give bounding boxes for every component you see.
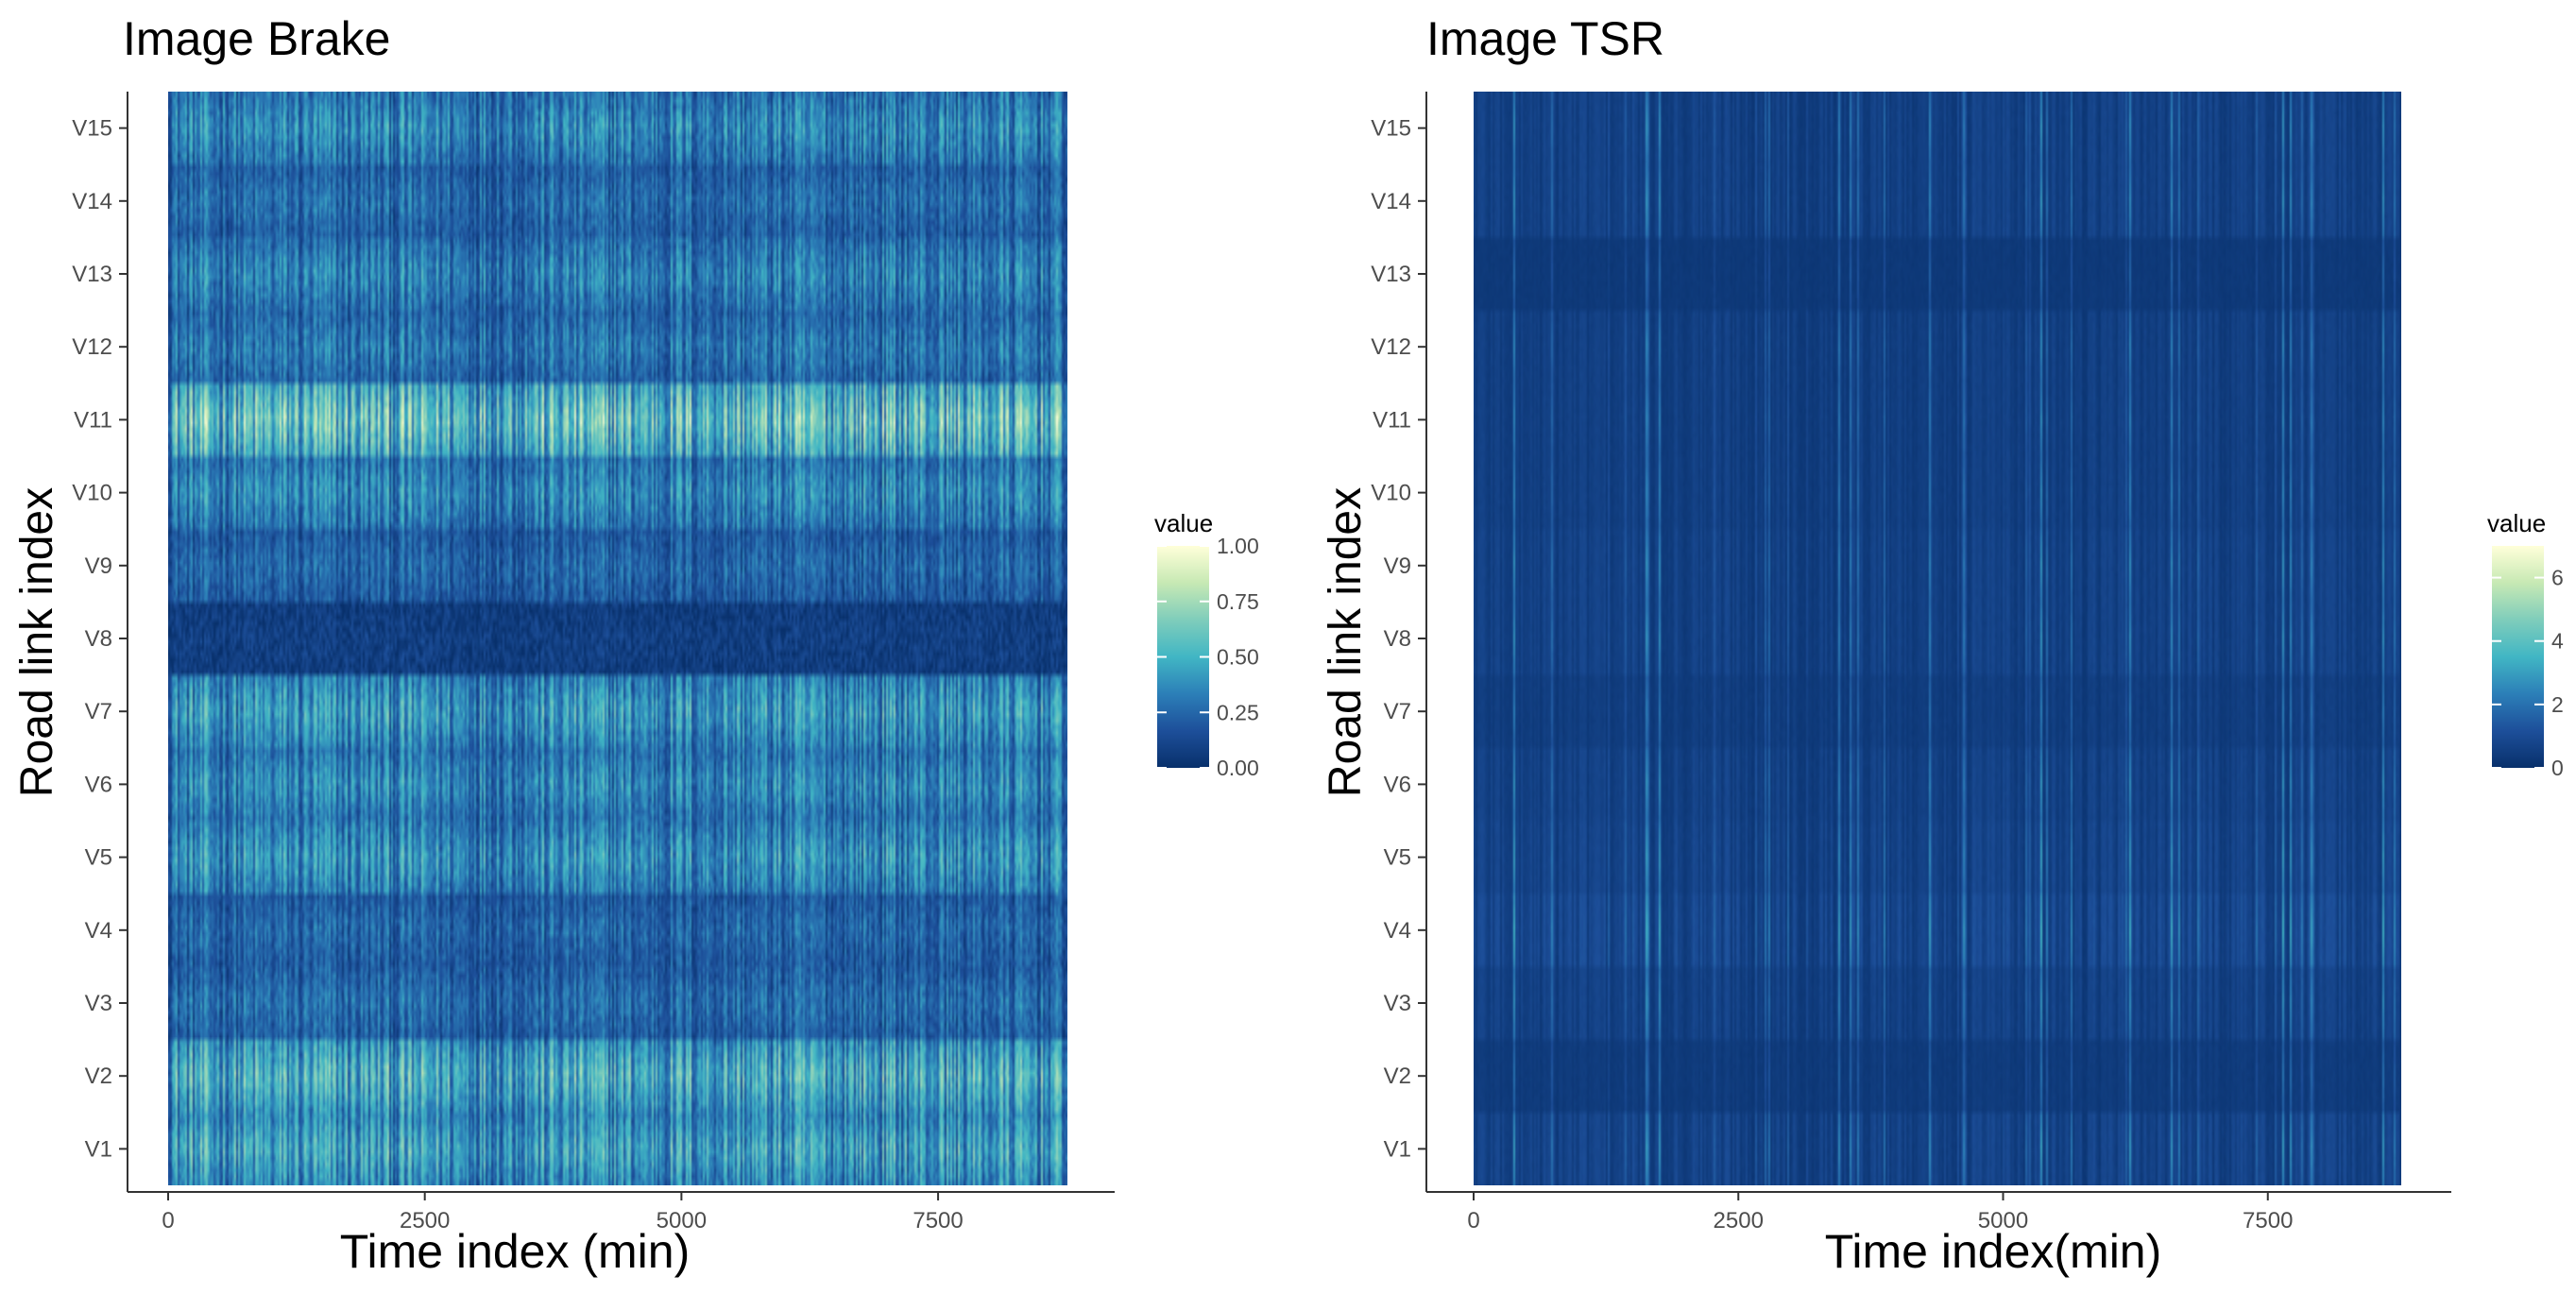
brake-y-tick-label: V10 <box>72 481 112 506</box>
tsr-y-ticks: V1 V2 V3 V4 V5 V6 V7 V8 V9 V10 V11 V12 V13 V14 V15 <box>1371 116 1426 1162</box>
tsr-x-tick-label: 5000 <box>1978 1208 2028 1233</box>
tsr-y-tick-label: V12 <box>1371 334 1411 360</box>
brake-y-tick-label: V2 <box>85 1063 112 1089</box>
brake-y-tick-label: V13 <box>72 262 112 287</box>
tsr-x-ticks: 0 2500 5000 7500 <box>1467 1192 2293 1233</box>
brake-panel: Image Brake V1V2V3V4V5V6V7V8V9V10V11V12V… <box>12 12 1259 1278</box>
brake-legend-tick-label: 1.00 <box>1217 534 1259 558</box>
tsr-y-tick-label: V15 <box>1371 116 1411 142</box>
brake-y-ticks: V1 V2 V3 V4 V5 V6 V7 V8 V9 V10 V11 V12 V13 V14 V15 <box>72 116 128 1162</box>
brake-y-tick-label: V15 <box>72 116 112 142</box>
tsr-legend-title: value <box>2487 509 2546 537</box>
tsr-y-tick-label: V3 <box>1384 991 1411 1016</box>
tsr-legend-colorbar <box>2492 546 2544 768</box>
brake-y-tick-label: V1 <box>85 1136 112 1162</box>
brake-legend-title: value <box>1154 509 1213 537</box>
tsr-y-tick-label: V11 <box>1373 407 1411 433</box>
tsr-legend-tick-label: 2 <box>2551 692 2564 717</box>
brake-x-ticks: 0 2500 5000 7500 <box>162 1192 964 1233</box>
tsr-chart-title: Image TSR <box>1426 12 1664 65</box>
brake-y-tick-label: V4 <box>85 918 112 944</box>
tsr-legend-ticks: 0 2 4 6 <box>2492 566 2564 780</box>
brake-y-tick-label: V7 <box>85 699 112 724</box>
tsr-legend-tick-label: 0 <box>2551 756 2564 780</box>
brake-y-tick-label: V6 <box>85 772 112 797</box>
tsr-y-tick-label: V14 <box>1371 189 1411 214</box>
tsr-x-tick-label: 7500 <box>2243 1208 2293 1233</box>
tsr-y-tick-label: V6 <box>1384 772 1411 797</box>
brake-y-tick-label: V9 <box>85 553 112 579</box>
brake-heatmap <box>168 92 1067 1185</box>
brake-x-axis-title: Time index (min) <box>340 1225 690 1278</box>
tsr-legend-tick-label: 4 <box>2551 629 2564 654</box>
tsr-x-tick-label: 0 <box>1467 1208 1479 1233</box>
brake-y-tick-label: V5 <box>85 845 112 871</box>
tsr-y-tick-label: V8 <box>1384 626 1411 652</box>
brake-x-tick-label: 5000 <box>657 1208 707 1233</box>
brake-y-tick-label: V11 <box>74 407 112 433</box>
brake-heatmap-image <box>168 92 1067 1185</box>
brake-x-tick-label: 0 <box>162 1208 174 1233</box>
brake-chart-title: Image Brake <box>123 12 390 65</box>
brake-legend-tick-label: 0.25 <box>1217 700 1259 724</box>
brake-legend-tick-label: 0.75 <box>1217 589 1259 614</box>
brake-y-tick-label: V12 <box>72 334 112 360</box>
tsr-y-tick-label: V1 <box>1384 1136 1411 1162</box>
brake-y-tick-label: V14 <box>72 189 112 214</box>
tsr-legend: value 0 2 4 6 <box>2487 509 2564 780</box>
brake-y-axis-title: Road link index <box>12 487 62 797</box>
tsr-y-tick-label: V9 <box>1384 553 1411 579</box>
tsr-y-tick-label: V5 <box>1384 845 1411 871</box>
tsr-y-tick-label: V10 <box>1371 481 1411 506</box>
brake-x-tick-label: 7500 <box>913 1208 963 1233</box>
tsr-y-axis-title: Road link index <box>1321 487 1371 797</box>
brake-y-tick-label: V8 <box>85 626 112 652</box>
brake-legend-ticks: 0.00 0.25 0.50 0.75 1.00 <box>1157 534 1259 780</box>
brake-x-tick-label: 2500 <box>400 1208 450 1233</box>
tsr-heatmap <box>1474 92 2401 1185</box>
tsr-heatmap-image <box>1474 92 2401 1185</box>
tsr-x-tick-label: 2500 <box>1714 1208 1764 1233</box>
tsr-y-tick-label: V7 <box>1384 699 1411 724</box>
tsr-panel: Image TSR V1 V2 V3 V4 V5 V6 V7 V8 V9 V10 V11 V12 V13… <box>1321 12 2564 1278</box>
tsr-legend-tick-label: 6 <box>2551 566 2564 590</box>
brake-legend-tick-label: 0.50 <box>1217 645 1259 670</box>
brake-legend-tick-label: 0.00 <box>1217 756 1259 780</box>
tsr-y-tick-label: V2 <box>1384 1063 1411 1089</box>
brake-legend: value 0.00 0.25 0.50 0.75 1.00 <box>1154 509 1259 780</box>
brake-y-tick-label: V3 <box>85 991 112 1016</box>
tsr-y-tick-label: V13 <box>1371 262 1411 287</box>
tsr-x-axis-title: Time index(min) <box>1825 1225 2162 1278</box>
tsr-y-tick-label: V4 <box>1384 918 1411 944</box>
